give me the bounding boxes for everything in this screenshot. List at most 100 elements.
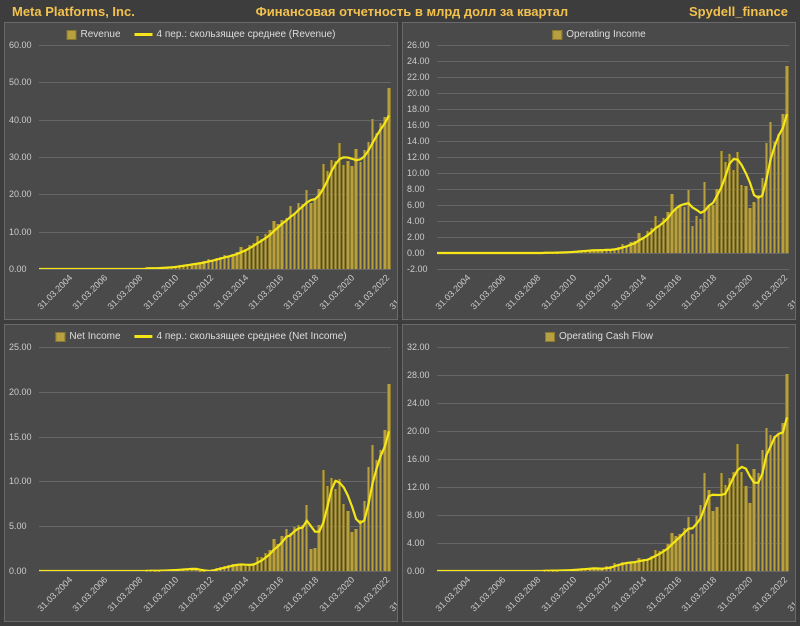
bar bbox=[732, 170, 735, 253]
y-tick-label: 26.00 bbox=[407, 40, 430, 50]
legend-bar-label: Net Income bbox=[69, 331, 120, 342]
x-tick-label: 31.03.2022 bbox=[750, 273, 789, 312]
x-tick-label: 31.03.2016 bbox=[645, 273, 684, 312]
legend: Net Income 4 пер.: скользящее среднее (Ne… bbox=[55, 331, 346, 342]
bar bbox=[248, 245, 251, 269]
x-tick-label: 31.03.2010 bbox=[141, 575, 180, 614]
x-tick-label: 31.03.2004 bbox=[433, 575, 472, 614]
bar bbox=[629, 562, 632, 571]
bar bbox=[346, 511, 349, 571]
bar bbox=[748, 208, 751, 253]
chart-grid: Revenue4 пер.: скользящее среднее (Reven… bbox=[0, 22, 800, 626]
bar bbox=[338, 143, 341, 269]
bar bbox=[633, 563, 636, 571]
bar bbox=[268, 550, 271, 571]
y-tick-label: 50.00 bbox=[9, 77, 32, 87]
y-tick-label: 15.00 bbox=[9, 432, 32, 442]
company-title: Meta Platforms, Inc. bbox=[12, 4, 135, 19]
bar bbox=[765, 428, 768, 571]
bar bbox=[711, 205, 714, 253]
bar bbox=[285, 529, 288, 571]
bar bbox=[670, 533, 673, 571]
bar bbox=[633, 241, 636, 253]
bar bbox=[359, 162, 362, 269]
y-tick-label: 16.00 bbox=[407, 454, 430, 464]
bar bbox=[264, 234, 267, 269]
legend-line-item: 4 пер.: скользящее среднее (Net Income) bbox=[135, 331, 347, 342]
bar bbox=[387, 384, 390, 571]
x-labels: 31.03.200431.03.200631.03.200831.03.2010… bbox=[437, 571, 789, 619]
x-tick-label: 31.03.2020 bbox=[317, 273, 356, 312]
y-tick-label: 30.00 bbox=[9, 152, 32, 162]
bar bbox=[757, 473, 760, 571]
bar bbox=[773, 436, 776, 571]
bar bbox=[371, 119, 374, 269]
bar bbox=[785, 66, 788, 253]
x-tick-label: 31.03.2008 bbox=[106, 273, 145, 312]
x-tick-label: 31.03.2012 bbox=[574, 575, 613, 614]
legend-bar-item: Operating Income bbox=[552, 29, 646, 40]
x-tick-label: 31.03.2018 bbox=[282, 575, 321, 614]
bar bbox=[207, 259, 210, 269]
bar bbox=[752, 202, 755, 253]
bar bbox=[695, 516, 698, 571]
bar bbox=[580, 251, 583, 253]
legend-bar-item: Operating Cash Flow bbox=[545, 331, 653, 342]
y-tick-label: 18.00 bbox=[407, 104, 430, 114]
x-labels: 31.03.200431.03.200631.03.200831.03.2010… bbox=[437, 269, 789, 317]
x-tick-label: 31.03.2014 bbox=[609, 273, 648, 312]
bar bbox=[252, 563, 255, 571]
bar bbox=[379, 450, 382, 571]
y-tick-label: 40.00 bbox=[9, 115, 32, 125]
bar bbox=[703, 182, 706, 253]
legend-bar-label: Operating Cash Flow bbox=[559, 331, 653, 342]
x-tick-label: 31.03.2006 bbox=[71, 575, 110, 614]
bar bbox=[740, 185, 743, 253]
bar bbox=[613, 563, 616, 571]
bar bbox=[354, 149, 357, 269]
bar bbox=[354, 529, 357, 571]
bar bbox=[244, 249, 247, 269]
x-tick-label: 31.03.2020 bbox=[715, 575, 754, 614]
bar bbox=[231, 254, 234, 269]
bar bbox=[317, 525, 320, 571]
x-tick-label: 31.03.2004 bbox=[35, 575, 74, 614]
y-tick-label: 20.00 bbox=[9, 387, 32, 397]
bar bbox=[691, 534, 694, 571]
bar bbox=[777, 134, 780, 253]
panel-revenue: Revenue4 пер.: скользящее среднее (Reven… bbox=[4, 22, 398, 320]
y-tick-label: 16.00 bbox=[407, 120, 430, 130]
x-tick-label: 31.03.2020 bbox=[317, 575, 356, 614]
bar bbox=[305, 190, 308, 269]
bar bbox=[761, 450, 764, 571]
bar bbox=[658, 226, 661, 253]
bar bbox=[260, 239, 263, 269]
bar bbox=[613, 249, 616, 253]
x-tick-label: 31.03.2018 bbox=[680, 273, 719, 312]
bar bbox=[609, 250, 612, 253]
y-tick-label: -2.00 bbox=[407, 264, 428, 274]
bar bbox=[297, 203, 300, 269]
bar bbox=[350, 166, 353, 269]
y-tick-label: 4.00 bbox=[407, 538, 425, 548]
bar bbox=[359, 520, 362, 571]
bar bbox=[231, 564, 234, 571]
bar bbox=[313, 199, 316, 269]
bar bbox=[592, 250, 595, 253]
x-tick-label: 31.03.2016 bbox=[247, 273, 286, 312]
y-tick-label: 22.00 bbox=[407, 72, 430, 82]
x-tick-label: 31.03.2012 bbox=[574, 273, 613, 312]
bar bbox=[564, 252, 567, 253]
bar bbox=[596, 251, 599, 253]
bar bbox=[305, 505, 308, 571]
bar bbox=[629, 242, 632, 253]
bar bbox=[346, 161, 349, 269]
bar bbox=[293, 527, 296, 571]
bar bbox=[683, 207, 686, 253]
bar bbox=[301, 204, 304, 269]
x-tick-label: 31.03.2004 bbox=[35, 273, 74, 312]
bar bbox=[350, 532, 353, 571]
bar bbox=[272, 221, 275, 269]
bar bbox=[773, 142, 776, 253]
bar bbox=[650, 228, 653, 253]
